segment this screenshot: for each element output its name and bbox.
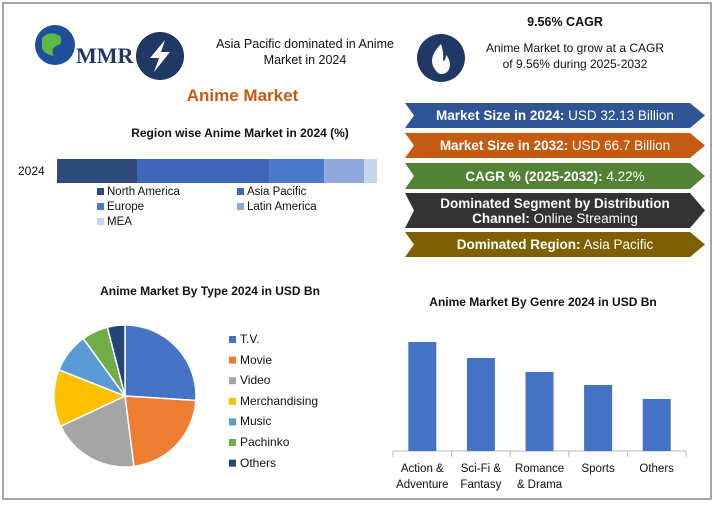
- x-tick-label: Romance & Drama: [514, 463, 565, 491]
- icon-fire: [432, 44, 450, 74]
- bar-segment: [269, 159, 325, 183]
- frame: [2, 2, 712, 500]
- stat-value: USD 32.13 Billion: [568, 108, 674, 123]
- pie-slice: [53, 368, 127, 428]
- stat-text: Market Size in 2032: USD 66.7 Billion: [440, 138, 670, 153]
- stat-label: Dominated Segment by Distribution Channe…: [440, 195, 670, 226]
- bar-segment: [364, 159, 377, 183]
- chart-title: Anime Market By Genre 2024 in USD Bn: [429, 295, 657, 309]
- legend-swatch: [97, 188, 104, 195]
- stat-value: 4.22%: [606, 168, 645, 184]
- x-tick-label: Action & Adventure: [396, 463, 449, 491]
- legend-label: Others: [240, 455, 277, 470]
- bar: [642, 399, 671, 451]
- stat-label: Market Size in 2032:: [439, 138, 569, 153]
- pie-slice: [106, 324, 126, 397]
- stat-value: USD 66.7 Billion: [571, 138, 671, 153]
- legend-label: Asia Pacific: [247, 186, 307, 198]
- legend-swatch: [229, 356, 236, 364]
- page-title: Anime Market: [186, 86, 299, 105]
- legend-swatch: [229, 418, 236, 426]
- bar: [584, 385, 613, 451]
- stat-value: Online Streaming: [533, 210, 638, 226]
- legend-label: Pachinko: [240, 435, 290, 449]
- bar: [525, 372, 554, 451]
- bar-segment: [57, 159, 137, 183]
- bar: [466, 358, 495, 451]
- pie-slice: [124, 324, 197, 402]
- stat-text: Dominated Region: Asia Pacific: [457, 237, 654, 252]
- bar-segment: [137, 159, 270, 183]
- legend-swatch: [229, 336, 236, 343]
- category-label: 2024: [18, 164, 45, 178]
- stat-banner: CAGR % (2025-2032): 4.22%: [405, 163, 705, 189]
- chart-title: Anime Market By Type 2024 in USD Bn: [100, 284, 320, 298]
- legend-label: North America: [107, 186, 180, 198]
- legend-label: MEA: [107, 216, 132, 228]
- icon-bolt: [150, 40, 170, 72]
- bar: [408, 342, 437, 451]
- x-tick-label: Sports: [581, 463, 615, 475]
- stat-banner: Market Size in 2032: USD 66.7 Billion: [405, 133, 705, 158]
- stat-banner: Dominated Region: Asia Pacific: [405, 232, 705, 257]
- legend-swatch: [229, 459, 236, 467]
- stat-text: Market Size in 2024: USD 32.13 Billion: [436, 108, 674, 123]
- legend-label: Movie: [240, 352, 273, 367]
- legend-swatch: [229, 377, 236, 385]
- stat-text: CAGR % (2025-2032): 4.22%: [465, 169, 644, 184]
- bar-segment: [324, 159, 365, 183]
- callout: Anime Market to grow at a CAGR of 9.56% …: [485, 41, 665, 71]
- stat-banner: Dominated Segment by Distribution Channe…: [405, 193, 705, 228]
- logo-land: [42, 33, 62, 56]
- x-tick-label: Sci-Fi & Fantasy: [460, 463, 502, 491]
- stat-label: Market Size in 2024:: [436, 108, 565, 123]
- legend-label: Europe: [107, 201, 145, 213]
- legend-label: Music: [240, 414, 272, 429]
- chart-title: Region wise Anime Market in 2024 (%): [131, 126, 349, 140]
- stat-banner: Market Size in 2024: USD 32.13 Billion: [405, 103, 705, 128]
- legend-swatch: [237, 203, 244, 210]
- x-tick-label: Others: [639, 463, 674, 475]
- stat-label: Dominated Region:: [456, 237, 581, 252]
- stat-text: Dominated Segment by Distribution Channe…: [421, 196, 689, 226]
- pie-slice: [59, 394, 135, 468]
- legend-label: T.V.: [240, 332, 260, 346]
- legend-label: Merchandising: [240, 393, 319, 408]
- legend-swatch: [229, 439, 236, 446]
- legend-swatch: [97, 203, 104, 210]
- stat-value: Asia Pacific: [583, 237, 654, 252]
- legend-swatch: [97, 218, 104, 225]
- legend-label: Latin America: [247, 201, 317, 213]
- pie-slice: [124, 395, 197, 468]
- legend-swatch: [237, 188, 244, 195]
- legend-swatch: [229, 397, 236, 405]
- logo-text: MMR: [76, 43, 134, 68]
- stat-label: CAGR % (2025-2032):: [465, 168, 603, 184]
- callout: Asia Pacific dominated in Anime Market i…: [216, 37, 394, 67]
- callout-title: 9.56% CAGR: [527, 15, 603, 29]
- legend-label: Video: [240, 373, 271, 388]
